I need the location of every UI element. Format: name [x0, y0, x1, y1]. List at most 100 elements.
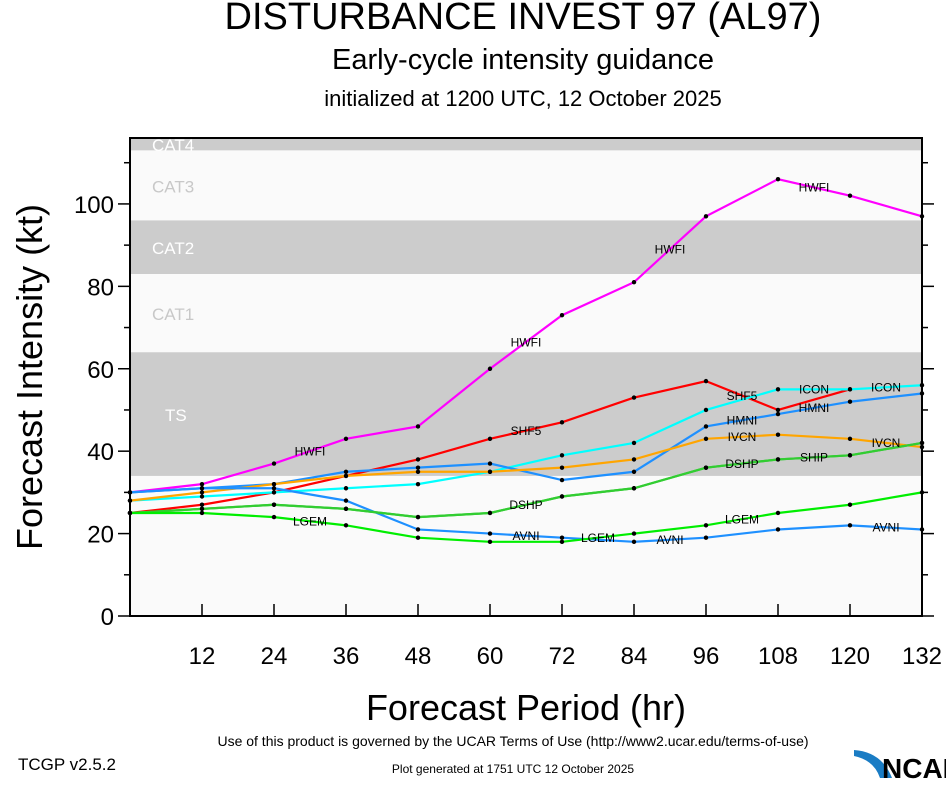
data-point	[415, 527, 421, 532]
series-line-avni	[129, 487, 923, 543]
series-label-ivcn: IVCN	[728, 430, 757, 444]
plot-frame	[129, 137, 923, 617]
x-tick-label: 108	[758, 643, 798, 670]
x-tick-label: 12	[189, 643, 216, 670]
data-point	[343, 498, 349, 503]
data-point	[487, 469, 493, 474]
data-point	[775, 411, 781, 417]
series-line-lgem	[130, 491, 923, 543]
data-point	[415, 514, 421, 520]
data-point	[775, 387, 781, 392]
chart-title: DISTURBANCE INVEST 97 (AL97)	[224, 0, 822, 38]
series-label-dshp: DSHP	[725, 457, 758, 471]
series-label-icon: ICON	[799, 383, 829, 397]
data-point	[631, 486, 637, 491]
series-label-lgem: LGEM	[725, 512, 759, 526]
data-point	[199, 494, 205, 499]
y-axis-label: Forecast Intensity (kt)	[9, 204, 50, 550]
series-line-ivcn	[129, 433, 923, 502]
intensity-chart: TS CAT1 CAT2 CAT3 CAT4 HWFI HWFI HWFI HWFI SHF5 S…	[9, 136, 942, 728]
data-point	[199, 502, 205, 507]
data-point	[415, 481, 421, 487]
init-time: initialized at 1200 UTC, 12 October 2025	[324, 86, 722, 111]
series-label-hwfi: HWFI	[799, 181, 830, 195]
x-tick-label: 72	[549, 643, 576, 670]
data-point	[703, 465, 709, 470]
data-point	[271, 514, 277, 520]
y-tick-label: 80	[87, 274, 114, 301]
series-label-ship: SHIP	[800, 451, 828, 465]
version-label: TCGP v2.5.2	[18, 755, 116, 774]
ncar-logo: NCAR	[852, 748, 946, 785]
data-point	[703, 535, 709, 540]
series-label-hwfi: HWFI	[511, 335, 542, 349]
series-label-hmni: HMNI	[799, 401, 830, 415]
data-point	[703, 424, 709, 429]
data-point	[487, 510, 493, 516]
band-cat2	[130, 220, 922, 274]
data-point	[343, 473, 349, 479]
band-label-cat1: CAT1	[152, 305, 194, 324]
y-tick-label: 40	[87, 439, 114, 466]
data-point	[775, 432, 781, 437]
y-tick-label: 20	[87, 522, 114, 549]
series-label-lgem: LGEM	[581, 531, 615, 545]
data-point	[631, 440, 637, 446]
data-point	[847, 502, 853, 507]
series-label-ivcn: IVCN	[872, 436, 901, 450]
data-point	[703, 436, 709, 442]
data-point	[559, 477, 565, 483]
series-line-hwfi	[129, 178, 923, 494]
series-label-dshp: DSHP	[509, 498, 542, 512]
data-point	[415, 535, 421, 540]
x-tick-label: 48	[405, 643, 432, 670]
data-point	[775, 510, 781, 516]
data-point	[847, 399, 853, 404]
data-point	[631, 531, 637, 536]
data-point	[775, 177, 781, 182]
data-point	[559, 453, 565, 458]
x-tick-label: 24	[261, 643, 288, 670]
data-point	[703, 407, 709, 413]
data-point	[847, 523, 853, 528]
data-point	[271, 502, 277, 507]
data-point	[847, 453, 853, 458]
series-label-icon: ICON	[871, 381, 901, 395]
data-point	[199, 510, 205, 516]
x-axis-label: Forecast Period (hr)	[366, 687, 686, 728]
data-point	[415, 457, 421, 462]
band-cat4	[130, 138, 922, 151]
series-label-hwfi: HWFI	[655, 243, 686, 257]
series-line-icon	[129, 384, 923, 502]
data-point	[847, 436, 853, 442]
data-point	[271, 481, 277, 487]
data-point	[775, 457, 781, 462]
data-point	[343, 469, 349, 474]
terms-of-use: Use of this product is governed by the U…	[217, 733, 809, 749]
data-point	[559, 494, 565, 499]
data-point	[343, 506, 349, 512]
data-point	[487, 461, 493, 466]
data-point	[199, 506, 205, 512]
series-label-avni: AVNI	[512, 529, 539, 543]
data-point	[271, 486, 277, 491]
chart-subtitle: Early-cycle intensity guidance	[331, 44, 714, 76]
data-point	[631, 457, 637, 462]
band-label-cat2: CAT2	[152, 239, 194, 258]
data-point	[631, 395, 637, 400]
data-point	[415, 424, 421, 429]
data-point	[415, 469, 421, 474]
data-point	[343, 486, 349, 491]
data-point	[487, 539, 493, 545]
data-point	[559, 535, 565, 540]
data-point	[271, 461, 277, 466]
y-tick-label: 100	[74, 192, 114, 219]
data-point	[487, 531, 493, 536]
svg-text:NCAR: NCAR	[882, 753, 946, 780]
data-point	[559, 312, 565, 318]
data-point	[415, 465, 421, 470]
data-point	[631, 280, 637, 285]
x-tick-label: 36	[333, 643, 360, 670]
generated-time: Plot generated at 1751 UTC 12 October 20…	[391, 762, 635, 776]
series-label-avni: AVNI	[872, 521, 899, 535]
